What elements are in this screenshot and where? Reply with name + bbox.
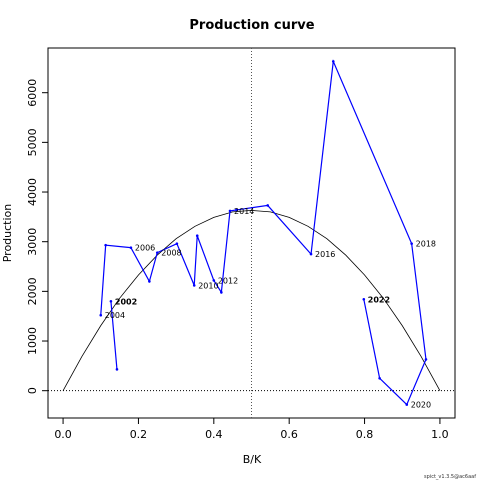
footer-version-text: spict_v1.3.5@ac6aaf (424, 474, 476, 480)
series-point (309, 252, 313, 256)
y-tick-label: 5000 (26, 128, 39, 156)
series-point (155, 251, 159, 254)
series-point (192, 284, 196, 287)
y-tick-label: 4000 (26, 178, 39, 206)
series-point (175, 242, 179, 245)
y-axis-label: Production (1, 204, 14, 263)
series-point (99, 313, 103, 317)
x-tick-label: 0.6 (280, 428, 298, 441)
year-label: 2012 (218, 276, 238, 285)
x-tick-label: 0.2 (130, 428, 148, 441)
series-point (104, 243, 107, 247)
y-tick-label: 2000 (26, 277, 39, 305)
series-point (410, 242, 413, 245)
year-label: 2016 (315, 250, 335, 259)
year-label: 2004 (105, 311, 125, 320)
year-label: 2002 (115, 297, 137, 306)
y-tick-label: 6000 (26, 79, 39, 107)
series-point (266, 204, 270, 207)
chart-title: Production curve (189, 18, 314, 33)
series-point (378, 376, 381, 380)
year-label: 2006 (135, 244, 155, 253)
y-tick-label: 1000 (26, 327, 39, 355)
series-line-2 (110, 301, 118, 370)
series-point (148, 280, 151, 283)
y-tick-label: 0 (26, 387, 39, 394)
series-line-1 (100, 59, 427, 406)
production-curve-line (62, 209, 441, 391)
x-tick-label: 0.4 (205, 428, 223, 441)
series-point (115, 368, 119, 371)
year-label: 2010 (198, 281, 218, 290)
series-point (362, 298, 366, 301)
x-tick-label: 0.8 (356, 428, 374, 441)
series-point (331, 60, 335, 63)
year-label: 2008 (161, 249, 181, 258)
year-label: 2022 (368, 295, 390, 304)
y-tick-label: 3000 (26, 228, 39, 256)
series-point (220, 291, 223, 294)
series-point (129, 246, 133, 249)
year-label: 2018 (416, 240, 436, 249)
x-axis-label: B/K (243, 453, 262, 466)
x-tick-label: 1.0 (431, 428, 449, 441)
axis-layer: 0.0 0.2 0.4 0.6 0.8 1.0 0 1000 2000 3000 4000 5000 6… (26, 79, 449, 441)
series-point (405, 403, 409, 406)
series-point (228, 209, 232, 213)
series-point (235, 208, 238, 212)
year-label: 2014 (234, 207, 254, 216)
series-point (424, 358, 428, 361)
series-point (195, 234, 199, 238)
series-point (212, 279, 216, 282)
year-label: 2020 (411, 401, 431, 410)
x-tick-label: 0.0 (54, 428, 72, 441)
series-point (109, 299, 113, 303)
